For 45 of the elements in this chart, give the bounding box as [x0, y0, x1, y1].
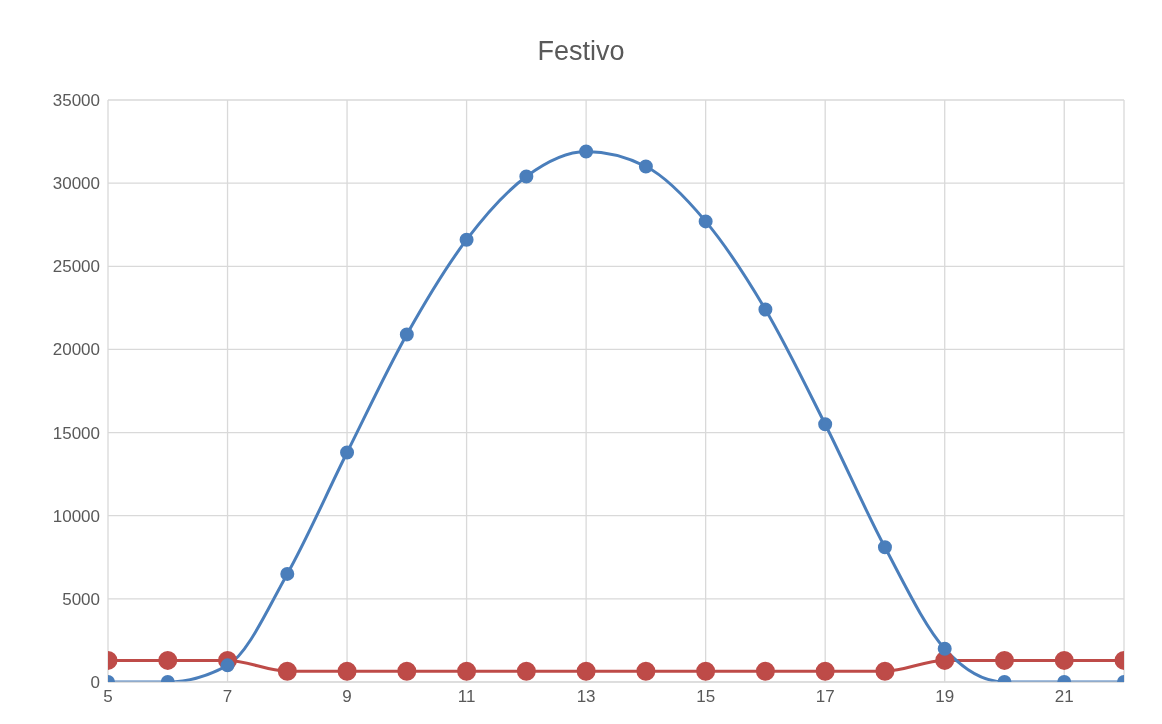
x-tick-label: 5: [103, 687, 113, 707]
point: [397, 661, 417, 681]
x-tick-label: 7: [222, 687, 233, 707]
point: [337, 661, 357, 681]
point: [636, 661, 656, 681]
point: [340, 445, 355, 460]
point: [280, 566, 295, 581]
point: [875, 661, 895, 681]
point: [277, 661, 297, 681]
point: [457, 661, 477, 681]
point: [459, 232, 474, 247]
y-tick-label: 5000: [62, 589, 100, 609]
y-tick-label: 35000: [52, 91, 100, 111]
point: [937, 641, 952, 656]
point: [220, 658, 235, 673]
point: [519, 169, 534, 184]
point: [1054, 650, 1074, 670]
x-tick-label: 19: [935, 687, 955, 707]
point: [399, 327, 414, 342]
y-tick-label: 0: [90, 673, 100, 693]
point: [158, 650, 178, 670]
x-tick-label: 13: [576, 687, 596, 707]
chart-title: Festivo: [536, 35, 626, 68]
y-tick-label: 15000: [52, 423, 100, 443]
point: [758, 302, 773, 317]
y-tick-label: 10000: [52, 506, 100, 526]
point: [994, 650, 1014, 670]
x-tick-label: 17: [815, 687, 835, 707]
y-tick-label: 30000: [52, 174, 100, 194]
x-tick-label: 9: [342, 687, 352, 707]
point: [638, 159, 653, 174]
point: [516, 661, 536, 681]
y-tick-label: 25000: [52, 257, 100, 277]
point: [818, 417, 833, 432]
x-tick-label: 15: [696, 687, 716, 707]
y-tick-label: 20000: [52, 340, 100, 360]
point: [576, 661, 596, 681]
point: [815, 661, 835, 681]
point: [877, 540, 892, 555]
point: [755, 661, 775, 681]
point: [579, 144, 594, 159]
point: [698, 214, 713, 229]
x-tick-label: 21: [1054, 687, 1074, 707]
point: [696, 661, 716, 681]
x-tick-label: 11: [457, 687, 476, 707]
